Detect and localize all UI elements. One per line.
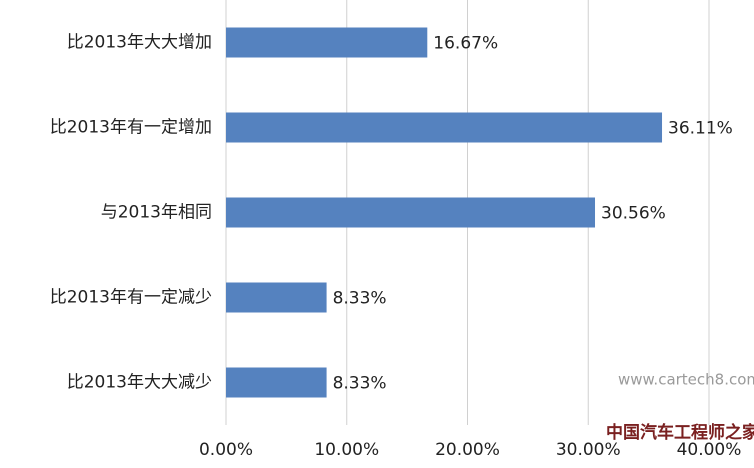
x-tick-label: 30.00%: [556, 440, 621, 460]
plot: 0.00% 10.00% 20.00% 30.00% 40.00% 比2013年大大增加 1…: [50, 0, 742, 460]
bar: [226, 197, 596, 228]
bar: [226, 27, 428, 58]
value-label: 36.11%: [668, 119, 733, 139]
x-tick-label: 40.00%: [677, 440, 742, 460]
y-tick-label: 比2013年有一定增加: [50, 118, 212, 138]
x-tick-label: 0.00%: [199, 440, 253, 460]
bar: [226, 282, 327, 313]
value-label: 8.33%: [333, 289, 387, 309]
value-label: 8.33%: [333, 374, 387, 394]
y-tick-label: 比2013年大大减少: [67, 373, 212, 393]
y-tick-label: 与2013年相同: [101, 203, 212, 223]
x-tick-label: 10.00%: [314, 440, 379, 460]
x-tick-label: 20.00%: [435, 440, 500, 460]
value-label: 30.56%: [601, 204, 666, 224]
y-tick-label: 比2013年有一定减少: [50, 288, 212, 308]
value-label: 16.67%: [433, 34, 498, 54]
bar: [226, 112, 663, 143]
y-tick-label: 比2013年大大增加: [67, 33, 212, 53]
bar: [226, 367, 327, 398]
watermark-url: www.cartech8.com: [618, 371, 754, 389]
watermark-name: 中国汽车工程师之家: [606, 422, 754, 443]
